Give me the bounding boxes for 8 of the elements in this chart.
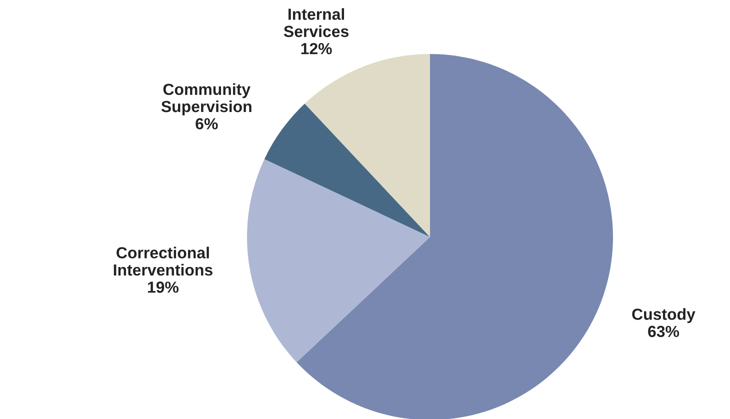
data-label: 63% xyxy=(648,326,680,338)
slice-label: Custody xyxy=(632,308,696,324)
slice-label: Internal Services xyxy=(284,8,349,38)
slice-label: Correctional Interventions xyxy=(114,246,212,276)
data-label: 6% xyxy=(196,118,218,130)
data-label: 19% xyxy=(148,282,179,293)
slice-label: Community Supervision xyxy=(161,83,252,116)
data-label: 12% xyxy=(301,43,332,54)
